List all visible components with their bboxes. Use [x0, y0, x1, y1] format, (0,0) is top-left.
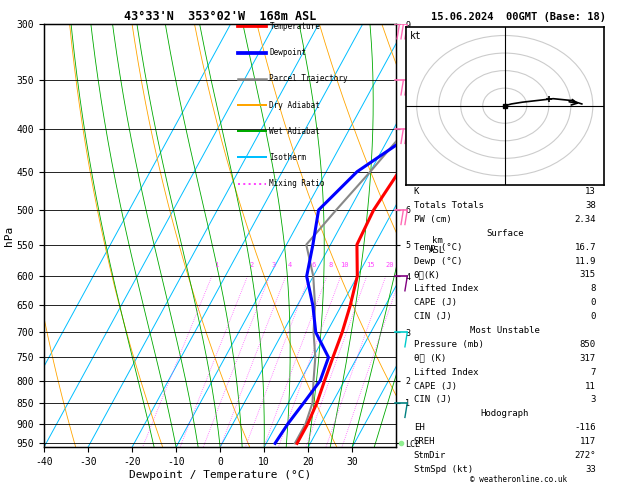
Text: 117: 117: [580, 437, 596, 446]
Text: K: K: [414, 187, 419, 196]
Text: StmSpd (kt): StmSpd (kt): [414, 465, 473, 474]
Text: StmDir: StmDir: [414, 451, 446, 460]
Text: Totals Totals: Totals Totals: [414, 201, 484, 210]
Text: θᴇ (K): θᴇ (K): [414, 354, 446, 363]
Text: 13: 13: [585, 187, 596, 196]
X-axis label: Dewpoint / Temperature (°C): Dewpoint / Temperature (°C): [129, 469, 311, 480]
Text: CIN (J): CIN (J): [414, 396, 451, 404]
Text: 2: 2: [250, 262, 254, 268]
Text: 6: 6: [311, 262, 316, 268]
Text: 33: 33: [585, 465, 596, 474]
Text: Temp (°C): Temp (°C): [414, 243, 462, 252]
Text: 4: 4: [288, 262, 292, 268]
Text: Dry Adiabat: Dry Adiabat: [269, 101, 320, 109]
Text: 315: 315: [580, 270, 596, 279]
Text: 15.06.2024  00GMT (Base: 18): 15.06.2024 00GMT (Base: 18): [431, 12, 606, 22]
Text: θᴇ(K): θᴇ(K): [414, 270, 440, 279]
Text: 7: 7: [591, 367, 596, 377]
Y-axis label: km
ASL: km ASL: [429, 236, 445, 255]
Text: 3: 3: [591, 396, 596, 404]
Text: -116: -116: [574, 423, 596, 432]
Text: CAPE (J): CAPE (J): [414, 298, 457, 307]
Text: 16.7: 16.7: [574, 243, 596, 252]
Text: 2.34: 2.34: [574, 215, 596, 224]
Text: 850: 850: [580, 340, 596, 349]
Text: CAPE (J): CAPE (J): [414, 382, 457, 391]
Text: 317: 317: [580, 354, 596, 363]
Text: Surface: Surface: [486, 229, 523, 238]
Text: Parcel Trajectory: Parcel Trajectory: [269, 74, 348, 83]
Text: 8: 8: [591, 284, 596, 294]
Text: Lifted Index: Lifted Index: [414, 284, 478, 294]
Text: 8: 8: [329, 262, 333, 268]
Text: Temperature: Temperature: [269, 22, 320, 31]
Text: Dewpoint: Dewpoint: [269, 48, 306, 57]
Y-axis label: hPa: hPa: [4, 226, 14, 246]
Text: Dewp (°C): Dewp (°C): [414, 257, 462, 265]
Text: 10: 10: [340, 262, 349, 268]
Text: 272°: 272°: [574, 451, 596, 460]
Text: Pressure (mb): Pressure (mb): [414, 340, 484, 349]
Text: 38: 38: [585, 201, 596, 210]
Text: © weatheronline.co.uk: © weatheronline.co.uk: [470, 474, 567, 484]
Text: 3: 3: [272, 262, 276, 268]
Text: kt: kt: [409, 32, 421, 41]
Text: Wet Adiabat: Wet Adiabat: [269, 127, 320, 136]
Text: 11.9: 11.9: [574, 257, 596, 265]
Title: 43°33'N  353°02'W  168m ASL: 43°33'N 353°02'W 168m ASL: [124, 10, 316, 23]
Text: Most Unstable: Most Unstable: [470, 326, 540, 335]
Text: 1: 1: [214, 262, 218, 268]
Text: 0: 0: [591, 312, 596, 321]
Text: 0: 0: [591, 298, 596, 307]
Text: 20: 20: [386, 262, 394, 268]
Text: 15: 15: [367, 262, 375, 268]
Text: Lifted Index: Lifted Index: [414, 367, 478, 377]
Text: EH: EH: [414, 423, 425, 432]
Text: 25: 25: [401, 262, 409, 268]
Text: PW (cm): PW (cm): [414, 215, 451, 224]
Text: Mixing Ratio: Mixing Ratio: [269, 179, 325, 188]
Text: SREH: SREH: [414, 437, 435, 446]
Text: 11: 11: [585, 382, 596, 391]
Text: Hodograph: Hodograph: [481, 409, 529, 418]
Text: CIN (J): CIN (J): [414, 312, 451, 321]
Text: Isotherm: Isotherm: [269, 153, 306, 162]
